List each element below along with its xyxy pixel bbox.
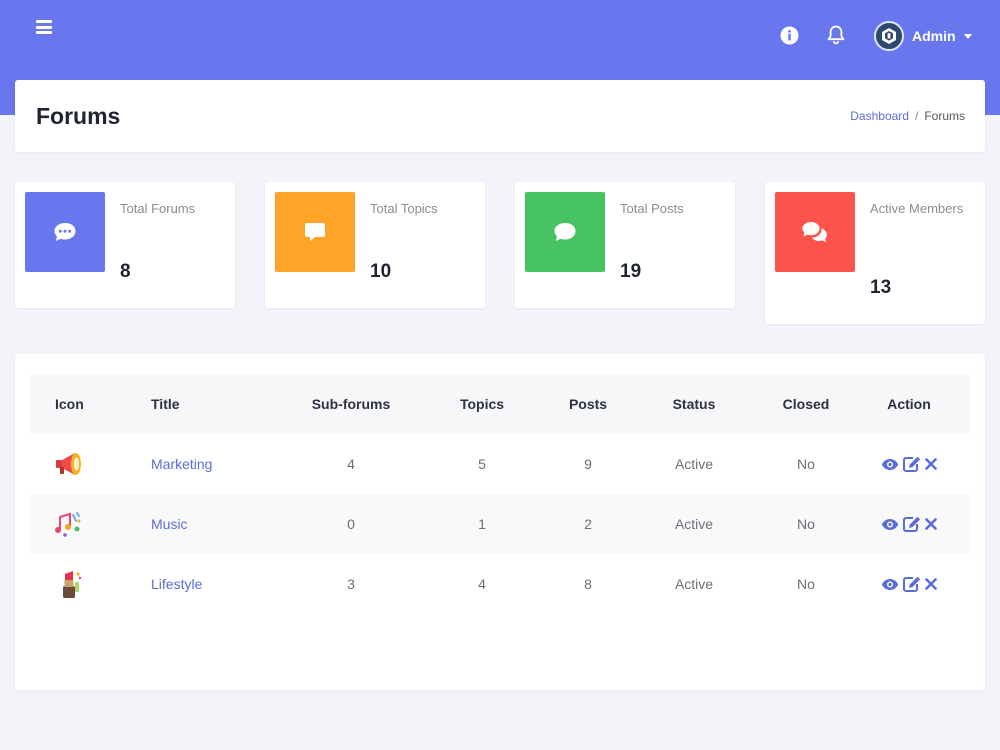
col-header-subforums: Sub-forums [311,396,391,412]
stat-icon-box [775,192,855,272]
forum-title-link[interactable]: Lifestyle [151,576,203,592]
col-header-title: Title [151,396,180,412]
lipstick-icon [55,554,85,614]
view-eye-icon[interactable] [881,578,899,591]
stat-value: 8 [120,261,131,282]
comment-icon [554,223,576,241]
posts-cell: 9 [584,456,592,472]
chevron-down-icon [963,33,972,39]
action-cell [859,554,959,614]
page-title: Forums [36,103,121,129]
subforums-cell: 3 [347,576,355,592]
comment-alt-icon [305,223,325,242]
breadcrumb: Dashboard / Forums [850,109,965,123]
view-eye-icon[interactable] [881,458,899,471]
action-cell [859,494,959,554]
forum-title-link[interactable]: Music [151,516,188,532]
page-header: Forums Dashboard / Forums [15,80,985,152]
closed-cell: No [797,516,815,532]
stat-label: Total Topics [370,201,438,216]
table-row: Lifestyle 3 4 8 Active No [30,554,970,614]
stat-label: Total Posts [620,201,684,216]
edit-icon[interactable] [903,516,921,532]
stat-card-total-forums: Total Forums 8 [15,182,235,308]
user-name: Admin [912,28,956,44]
stat-label: Total Forums [120,201,196,216]
view-eye-icon[interactable] [881,518,899,531]
comment-dots-icon [54,223,76,241]
topics-cell: 4 [478,576,486,592]
info-icon[interactable] [780,26,799,50]
stat-icon-box [25,192,105,272]
stat-label: Active Members [870,201,964,216]
col-header-closed: Closed [782,396,830,412]
avatar [874,21,904,51]
hamburger-menu-icon[interactable] [36,20,52,34]
bell-icon[interactable] [827,25,845,50]
stat-card-active-members: Active Members 13 [765,182,985,324]
topics-cell: 1 [478,516,486,532]
status-cell: Active [674,516,714,532]
delete-close-icon[interactable] [925,578,937,590]
subforums-cell: 0 [347,516,355,532]
user-dropdown[interactable]: Admin [874,20,972,52]
music-notes-icon [53,494,85,554]
status-cell: Active [674,456,714,472]
posts-cell: 2 [584,516,592,532]
posts-cell: 8 [584,576,592,592]
stat-value: 19 [620,261,642,282]
col-header-icon: Icon [55,396,84,412]
closed-cell: No [797,576,815,592]
breadcrumb-current: Forums [924,109,965,123]
delete-close-icon[interactable] [925,518,937,530]
stat-value: 13 [870,277,892,298]
stat-icon-box [275,192,355,272]
delete-close-icon[interactable] [925,458,937,470]
breadcrumb-separator: / [914,109,919,123]
edit-icon[interactable] [903,456,921,472]
edit-icon[interactable] [903,576,921,592]
col-header-posts: Posts [568,396,608,412]
breadcrumb-dashboard-link[interactable]: Dashboard [850,109,909,123]
col-header-action: Action [887,396,931,412]
table-header-row: Icon Title Sub-forums Topics Posts Statu… [30,374,970,434]
stat-icon-box [525,192,605,272]
table-row: Marketing 4 5 9 Active No [30,434,970,494]
closed-cell: No [797,456,815,472]
stat-value: 10 [370,261,392,282]
col-header-status: Status [672,396,716,412]
forum-title-link[interactable]: Marketing [151,456,213,472]
stat-card-total-posts: Total Posts 19 [515,182,735,308]
table-row: Music 0 1 2 Active No [30,494,970,554]
forums-table-card: Icon Title Sub-forums Topics Posts Statu… [15,354,985,690]
comments-icon [802,222,827,243]
stat-card-total-topics: Total Topics 10 [265,182,485,308]
megaphone-icon [53,434,87,494]
status-cell: Active [674,576,714,592]
subforums-cell: 4 [347,456,355,472]
col-header-topics: Topics [459,396,505,412]
action-cell [859,434,959,494]
topics-cell: 5 [478,456,486,472]
